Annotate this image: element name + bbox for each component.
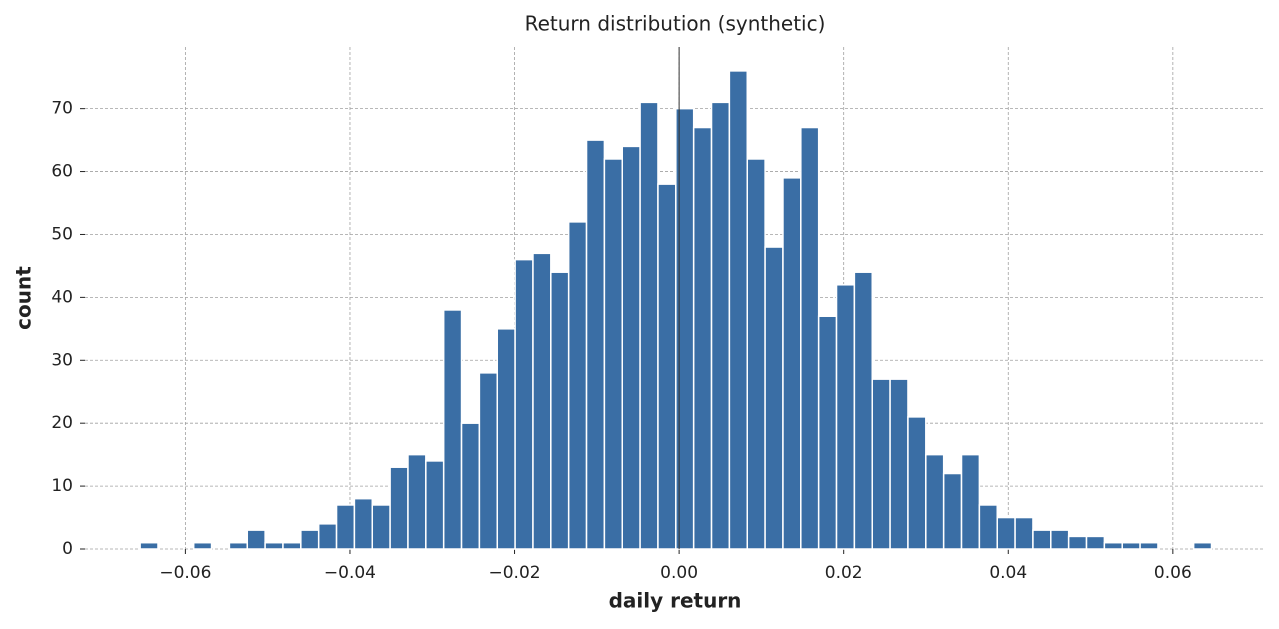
y-tick-label: 0 xyxy=(62,539,73,559)
bar xyxy=(585,139,606,550)
bar xyxy=(925,453,945,550)
bar xyxy=(425,460,445,550)
x-axis-label: daily return xyxy=(609,589,742,613)
bar xyxy=(996,516,1016,550)
x-tick-label: 0.00 xyxy=(660,563,698,583)
bar xyxy=(1032,529,1052,550)
bar xyxy=(550,271,570,550)
bar xyxy=(246,529,266,550)
bar xyxy=(853,271,873,550)
bar xyxy=(496,328,516,550)
bar xyxy=(442,309,463,550)
x-tick-label: 0.02 xyxy=(825,563,863,583)
bar xyxy=(371,504,391,550)
bar xyxy=(710,101,731,550)
bar xyxy=(639,101,659,550)
bar xyxy=(1014,516,1034,550)
bar xyxy=(978,504,998,550)
bar xyxy=(889,378,909,550)
bar xyxy=(1067,535,1088,550)
bar xyxy=(942,472,963,550)
bar xyxy=(675,107,695,550)
bar xyxy=(907,416,927,550)
bar xyxy=(478,372,499,550)
x-tick-label: 0.06 xyxy=(1154,563,1192,583)
bar xyxy=(960,453,981,550)
bar xyxy=(532,252,552,550)
bar xyxy=(871,378,891,550)
bar xyxy=(657,183,677,550)
bar xyxy=(800,126,820,550)
bar xyxy=(264,541,284,550)
bar xyxy=(1192,541,1213,550)
y-tick-label: 30 xyxy=(51,350,73,370)
bar xyxy=(1103,541,1123,550)
bar xyxy=(1139,541,1159,550)
bar xyxy=(282,541,302,550)
bar xyxy=(460,422,481,550)
bar xyxy=(514,258,534,550)
y-tick-label: 40 xyxy=(51,287,73,307)
bar xyxy=(407,453,427,550)
bar xyxy=(335,504,356,550)
bar xyxy=(192,541,213,550)
bar xyxy=(692,126,713,550)
y-axis-label: count xyxy=(12,266,36,330)
bar xyxy=(317,523,338,550)
bar xyxy=(389,466,409,550)
bar xyxy=(817,315,838,550)
bar xyxy=(1085,535,1106,550)
bar xyxy=(300,529,320,550)
y-tick-label: 70 xyxy=(51,99,73,119)
bar xyxy=(228,541,249,550)
x-tick-label: 0.04 xyxy=(989,563,1027,583)
chart-title: Return distribution (synthetic) xyxy=(525,12,826,36)
bar xyxy=(1050,529,1070,550)
y-tick-label: 50 xyxy=(51,224,73,244)
bar xyxy=(728,70,748,550)
x-tick-label: −0.02 xyxy=(488,563,540,583)
bar xyxy=(139,541,159,550)
bar xyxy=(782,177,802,550)
bar xyxy=(746,158,766,550)
x-tick-label: −0.06 xyxy=(159,563,211,583)
bar xyxy=(764,246,784,550)
y-tick-label: 10 xyxy=(51,476,73,496)
bar xyxy=(621,145,641,550)
bar xyxy=(567,221,588,550)
bar xyxy=(1121,541,1141,550)
y-tick-label: 60 xyxy=(51,162,73,182)
bar xyxy=(603,158,624,550)
bar xyxy=(835,284,856,550)
x-tick-label: −0.04 xyxy=(324,563,376,583)
bar xyxy=(353,497,374,550)
y-tick-label: 20 xyxy=(51,413,73,433)
